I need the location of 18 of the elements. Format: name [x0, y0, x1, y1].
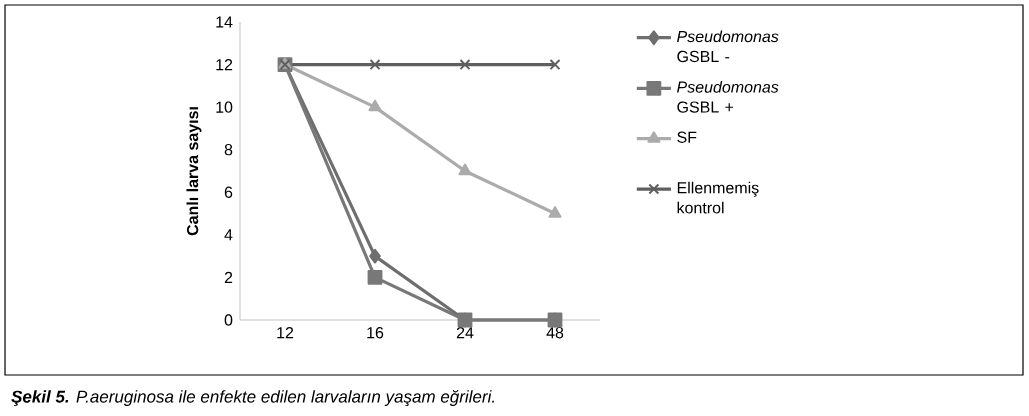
y-tick-label: 8	[224, 144, 233, 156]
legend-label: Ellenmemiş kontrol	[677, 181, 759, 214]
x-tick-label: 12	[277, 327, 294, 339]
text: Şekil 5. P.aeruginosa ile enfekte edilen larvaların yaşam eğrileri.	[11, 389, 494, 406]
y-tick-label: 14	[216, 16, 233, 28]
x-tick-label: 24	[456, 327, 474, 339]
legend-label: Pseudomonas GSBL +	[677, 80, 779, 113]
y-tick-label: 4	[224, 229, 233, 241]
y-tick-label: 0	[224, 314, 233, 326]
x-tick-label: 48	[546, 327, 564, 339]
y-tick-label: 12	[216, 58, 233, 71]
y-tick-label: 2	[224, 271, 233, 283]
y-tick-label: 10	[216, 101, 233, 113]
x-tick-label: 16	[367, 327, 384, 339]
y-axis-title: Canlı larva sayısı	[186, 107, 202, 236]
legend-label: Pseudomonas GSBL -	[677, 30, 779, 63]
y-tick-label: 6	[224, 186, 233, 198]
legend-label: SF	[677, 131, 697, 143]
